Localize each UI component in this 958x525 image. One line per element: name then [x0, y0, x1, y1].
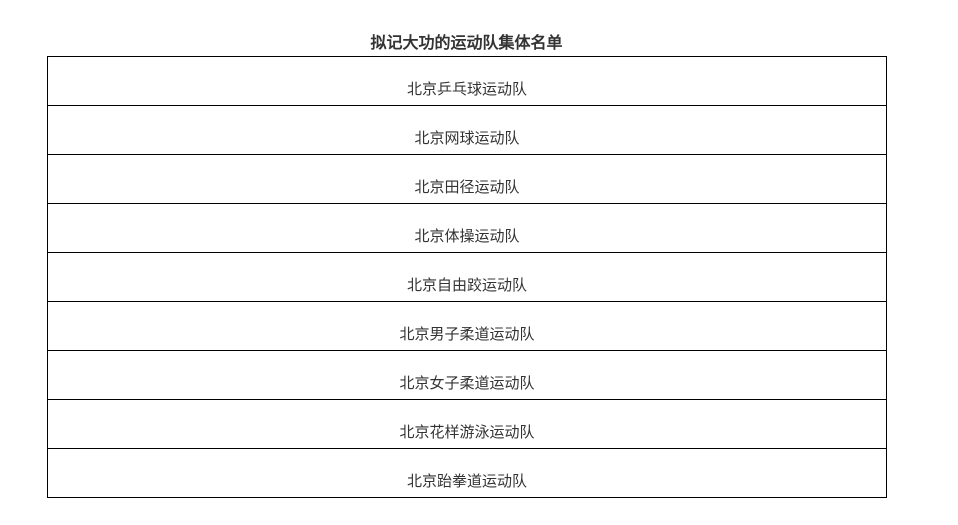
- team-name: 北京乒乓球运动队: [406, 80, 527, 98]
- team-cell: 北京女子柔道运动队: [47, 350, 887, 400]
- table-row: 北京田径运动队: [47, 154, 887, 204]
- team-cell: 北京跆拳道运动队: [47, 448, 887, 498]
- table-row: 北京女子柔道运动队: [47, 350, 887, 400]
- table-row: 北京体操运动队: [47, 203, 887, 253]
- document-title: 拟记大功的运动队集体名单: [370, 33, 563, 52]
- table-row: 北京自由跤运动队: [47, 252, 887, 302]
- team-name: 北京体操运动队: [414, 227, 520, 245]
- team-cell: 北京网球运动队: [47, 105, 887, 155]
- team-name: 北京女子柔道运动队: [399, 374, 535, 392]
- team-cell: 北京乒乓球运动队: [47, 56, 887, 106]
- table-row: 北京网球运动队: [47, 105, 887, 155]
- team-cell: 北京自由跤运动队: [47, 252, 887, 302]
- table-row: 北京跆拳道运动队: [47, 448, 887, 498]
- table-row: 北京男子柔道运动队: [47, 301, 887, 351]
- table-row: 北京花样游泳运动队: [47, 399, 887, 449]
- table-row: 北京乒乓球运动队: [47, 56, 887, 106]
- team-cell: 北京花样游泳运动队: [47, 399, 887, 449]
- team-cell: 北京田径运动队: [47, 154, 887, 204]
- team-name: 北京田径运动队: [414, 178, 520, 196]
- team-name: 北京自由跤运动队: [406, 276, 527, 294]
- team-name: 北京跆拳道运动队: [406, 472, 527, 490]
- team-name: 北京男子柔道运动队: [399, 325, 535, 343]
- team-name: 北京花样游泳运动队: [399, 423, 535, 441]
- team-list-table: 北京乒乓球运动队 北京网球运动队 北京田径运动队 北京体操运动队 北京自由跤运动队 北京男…: [47, 56, 887, 498]
- team-cell: 北京男子柔道运动队: [47, 301, 887, 351]
- team-name: 北京网球运动队: [414, 129, 520, 147]
- team-cell: 北京体操运动队: [47, 203, 887, 253]
